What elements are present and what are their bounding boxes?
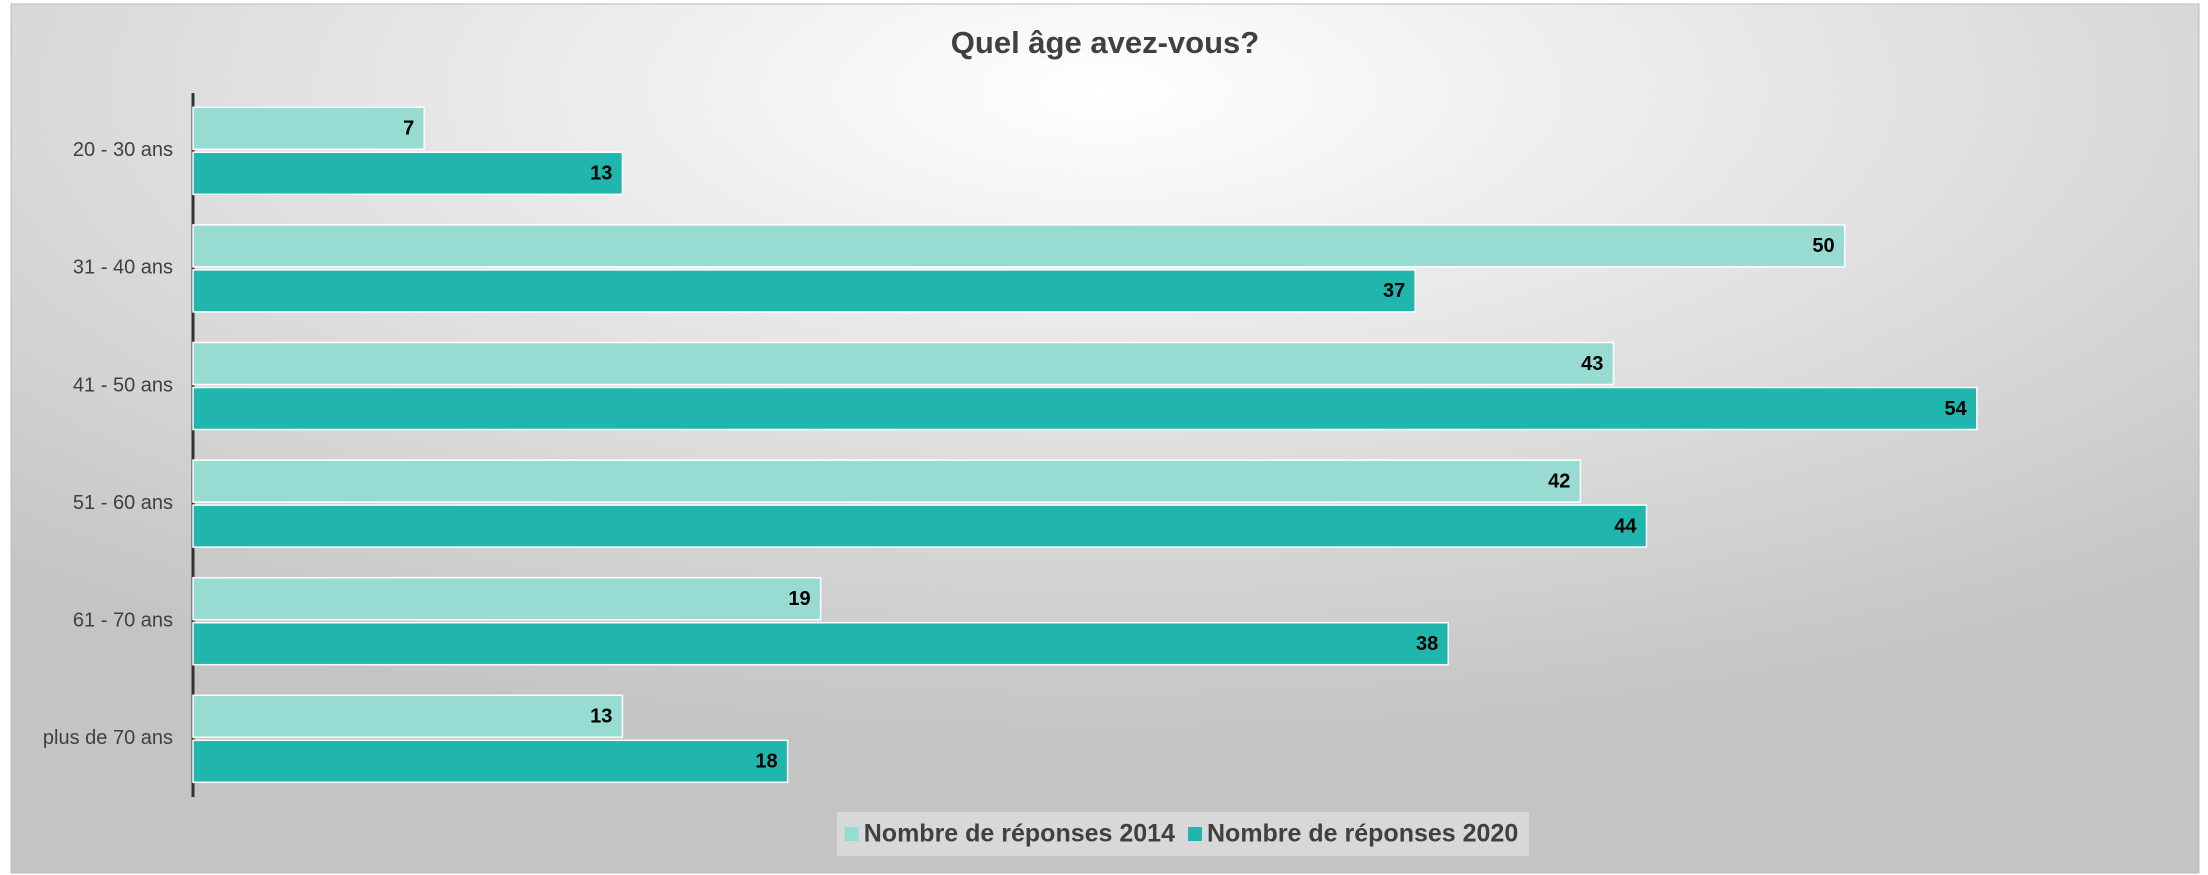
data-label: 44	[1614, 515, 1637, 537]
legend-swatch	[1188, 827, 1202, 841]
data-label: 38	[1416, 633, 1438, 655]
y-tick-label: 31 - 40 ans	[73, 257, 173, 279]
bar	[192, 106, 425, 151]
data-label: 43	[1581, 353, 1603, 375]
chart-title: Quel âge avez-vous?	[951, 25, 1259, 60]
legend-swatch	[844, 827, 859, 841]
bar	[192, 151, 624, 196]
data-label: 18	[755, 751, 777, 773]
bar	[192, 459, 1582, 503]
y-tick-label: 51 - 60 ans	[73, 492, 173, 514]
y-tick-label: 41 - 50 ans	[73, 374, 173, 396]
y-tick-label: plus de 70 ans	[43, 727, 173, 749]
bar	[192, 576, 822, 621]
bar	[192, 504, 1648, 548]
data-label: 54	[1945, 398, 1968, 420]
legend-box	[836, 812, 1530, 856]
data-label: 37	[1383, 280, 1405, 302]
legend-label: Nombre de réponses 2020	[1207, 820, 1518, 848]
bar	[192, 341, 1615, 386]
bar	[192, 269, 1416, 313]
bar	[192, 386, 1978, 431]
data-label: 50	[1812, 235, 1834, 257]
bar	[192, 694, 624, 739]
bar	[192, 621, 1450, 666]
data-label: 13	[590, 163, 612, 185]
data-label: 7	[403, 118, 414, 140]
legend-label: Nombre de réponses 2014	[864, 820, 1175, 848]
data-label: 13	[590, 706, 612, 728]
data-label: 19	[788, 588, 810, 610]
y-tick-label: 20 - 30 ans	[73, 139, 173, 161]
y-tick-label: 61 - 70 ans	[73, 609, 173, 631]
bar	[192, 224, 1846, 268]
bar	[192, 739, 789, 784]
data-label: 42	[1548, 470, 1570, 492]
